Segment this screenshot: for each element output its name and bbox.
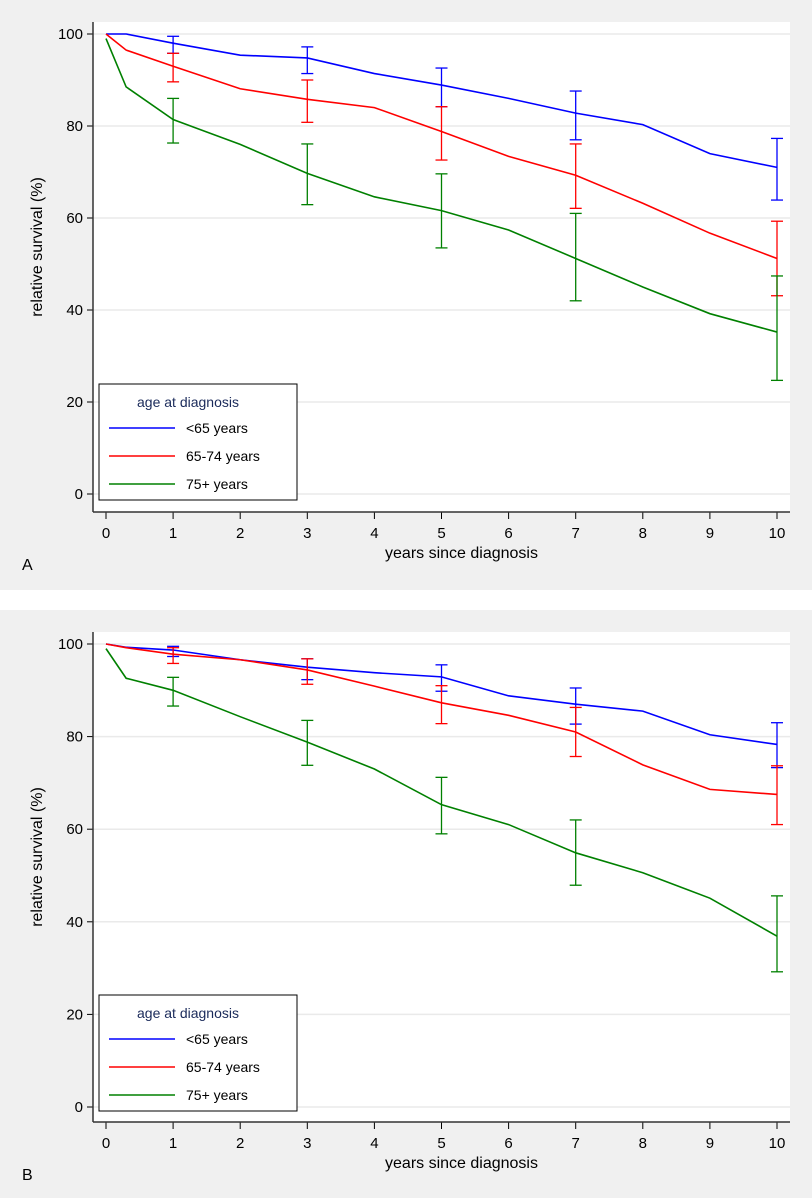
x-tick-label: 8 xyxy=(639,525,647,542)
legend-item: 75+ years xyxy=(186,476,248,492)
x-tick-label: 10 xyxy=(769,1135,786,1152)
legend-box xyxy=(98,383,298,501)
x-tick-label: 5 xyxy=(437,1135,445,1152)
y-tick-label: 60 xyxy=(66,821,83,838)
y-tick-label: 80 xyxy=(66,118,83,135)
x-tick-label: 6 xyxy=(504,525,512,542)
chart-a: 0 20 40 60 80 100 0 1 2 3 4 5 6 7 8 9 10 years since diag… xyxy=(22,22,790,574)
error-bar xyxy=(435,173,448,249)
y-tick-label: 20 xyxy=(66,1006,83,1023)
x-tick-label: 9 xyxy=(706,1135,714,1152)
x-tick-label: 4 xyxy=(370,525,378,542)
x-tick-label: 10 xyxy=(769,525,786,542)
legend-item: 75+ years xyxy=(186,1087,248,1103)
x-tick-label: 7 xyxy=(572,1135,580,1152)
x-tick-label: 9 xyxy=(706,525,714,542)
y-axis-label: relative survival (%) xyxy=(29,787,46,927)
legend-title: age at diagnosis xyxy=(137,394,239,410)
error-bar xyxy=(167,676,180,707)
x-tick-label: 5 xyxy=(437,525,445,542)
series-line-2 xyxy=(105,648,778,937)
x-tick-label: 4 xyxy=(370,1135,378,1152)
x-tick-label: 0 xyxy=(102,525,110,542)
error-bar xyxy=(771,765,783,826)
legend-title: age at diagnosis xyxy=(137,1005,239,1021)
legend: age at diagnosis <65 years 65-74 years 75+ … xyxy=(98,383,298,501)
chart-b: 0 20 40 60 80 100 0 1 2 3 4 5 6 7 8 9 10 years since diag… xyxy=(22,632,790,1184)
x-tick-label: 2 xyxy=(236,525,244,542)
error-bar xyxy=(301,658,314,685)
error-bar xyxy=(167,52,180,83)
x-tick-label: 3 xyxy=(303,1135,311,1152)
legend-item: <65 years xyxy=(186,1031,248,1047)
series-line-0 xyxy=(106,33,778,169)
y-tick-label: 40 xyxy=(66,302,83,319)
error-bar xyxy=(167,647,180,665)
x-axis-label: years since diagnosis xyxy=(385,1155,538,1172)
error-bar xyxy=(301,46,314,75)
error-bar xyxy=(569,143,582,209)
y-tick-label: 80 xyxy=(66,729,83,746)
error-bar xyxy=(771,895,783,973)
series-line-2 xyxy=(105,38,778,333)
panel-label: A xyxy=(22,557,33,574)
error-bar xyxy=(301,719,314,766)
error-bar xyxy=(435,685,448,725)
error-bar xyxy=(569,706,582,758)
y-tick-label: 0 xyxy=(75,486,83,503)
panel-label: B xyxy=(22,1167,33,1184)
legend-box xyxy=(98,994,298,1112)
x-tick-label: 0 xyxy=(102,1135,110,1152)
panel-b: 0 20 40 60 80 100 0 1 2 3 4 5 6 7 8 9 10 years since diag… xyxy=(0,610,812,1198)
x-tick-label: 6 xyxy=(504,1135,512,1152)
legend-item: 65-74 years xyxy=(186,1059,260,1075)
error-bar xyxy=(569,212,582,302)
y-axis-label: relative survival (%) xyxy=(29,177,46,317)
legend-item: <65 years xyxy=(186,420,248,436)
error-bar xyxy=(301,143,314,206)
error-bar xyxy=(771,137,783,201)
x-axis-label: years since diagnosis xyxy=(385,545,538,562)
x-tick-label: 8 xyxy=(639,1135,647,1152)
series-line-1 xyxy=(105,643,778,796)
x-tick-label: 2 xyxy=(236,1135,244,1152)
error-bar xyxy=(569,90,582,141)
series-line-0 xyxy=(105,643,778,746)
x-tick-label: 1 xyxy=(169,1135,177,1152)
error-bar xyxy=(569,819,582,886)
legend: age at diagnosis <65 years 65-74 years 75+ … xyxy=(98,994,298,1112)
x-tick-label: 3 xyxy=(303,525,311,542)
series-line-1 xyxy=(105,33,778,260)
y-tick-label: 20 xyxy=(66,394,83,411)
error-bar xyxy=(771,275,783,382)
x-tick-label: 7 xyxy=(572,525,580,542)
panel-a: 0 20 40 60 80 100 0 1 2 3 4 5 6 7 8 9 10 years since diag… xyxy=(0,0,812,590)
y-tick-label: 100 xyxy=(58,26,83,43)
y-tick-label: 40 xyxy=(66,914,83,931)
y-tick-label: 100 xyxy=(58,636,83,653)
y-tick-label: 0 xyxy=(75,1099,83,1116)
legend-item: 65-74 years xyxy=(186,448,260,464)
error-bar xyxy=(435,106,448,161)
x-tick-label: 1 xyxy=(169,525,177,542)
error-bar xyxy=(301,79,314,123)
error-bar xyxy=(167,97,180,144)
y-tick-label: 60 xyxy=(66,210,83,227)
error-bar xyxy=(435,776,448,835)
